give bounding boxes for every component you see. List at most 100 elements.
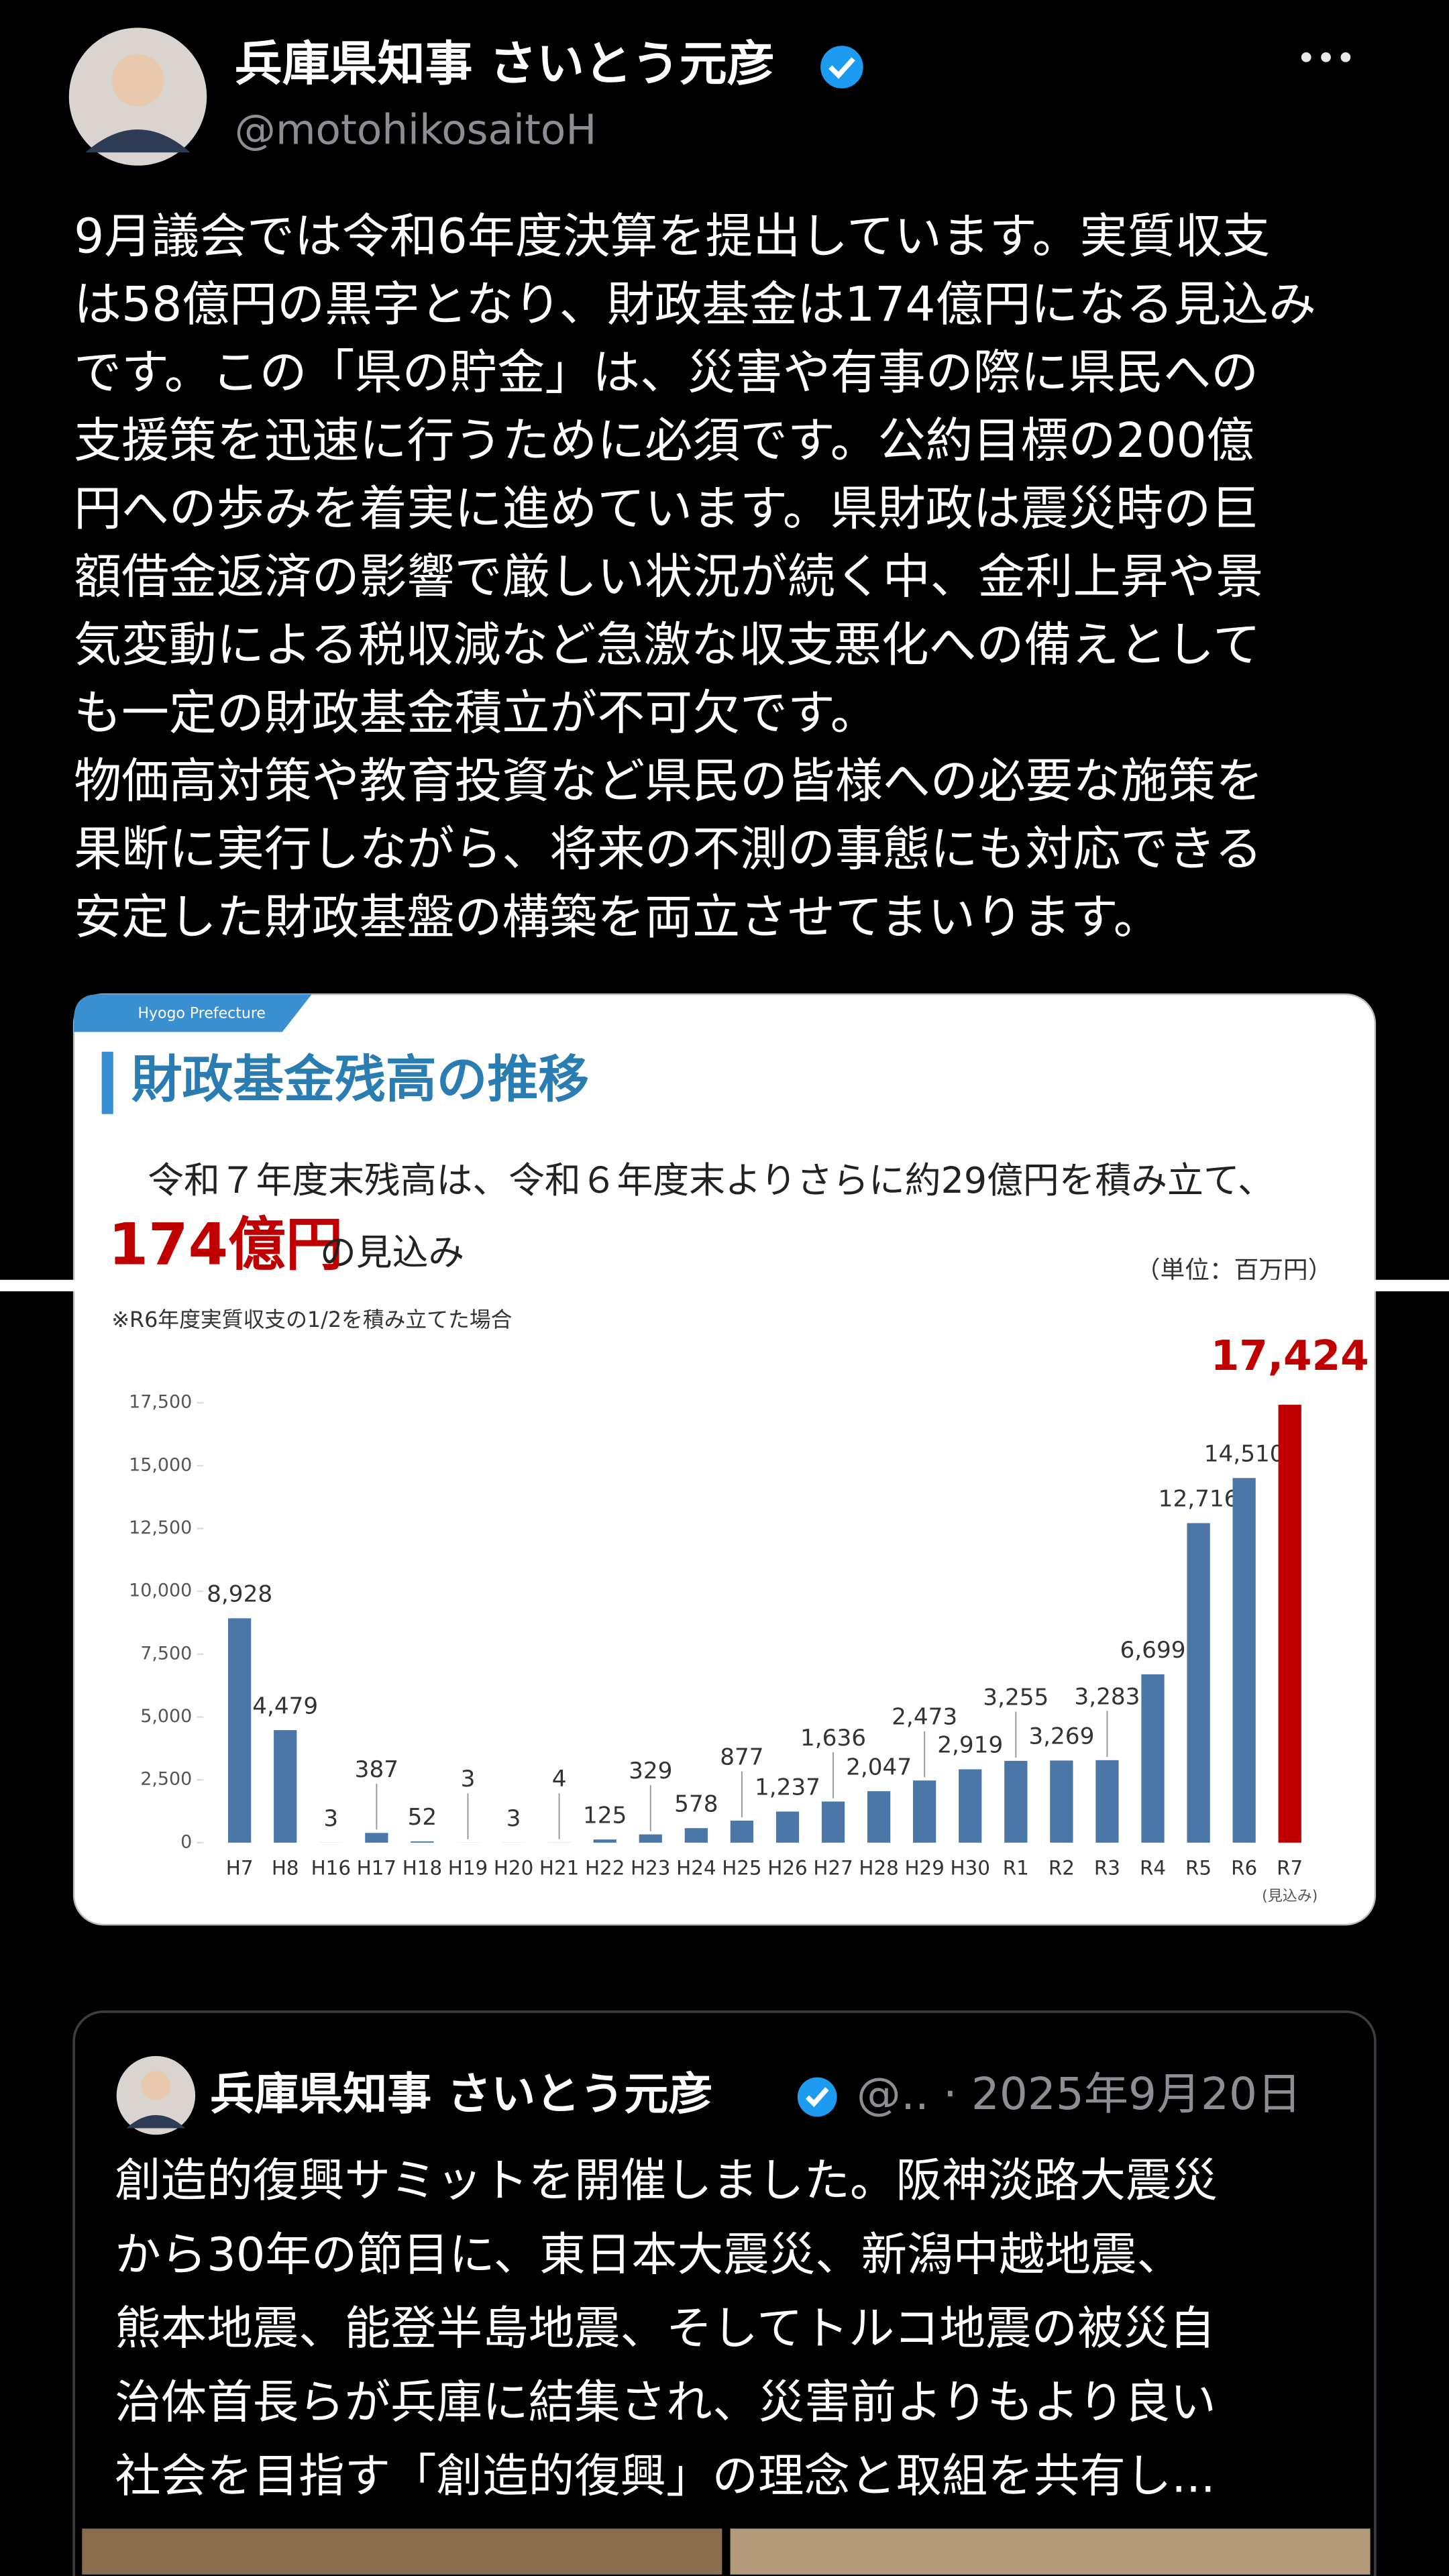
avatar-face bbox=[111, 54, 164, 107]
body-line: 物価高対策や教育投資など県民の皆様への必要な施策を bbox=[74, 753, 1263, 809]
bar bbox=[593, 1839, 616, 1843]
y-tick-label: 17,500 bbox=[129, 1392, 192, 1413]
body-line: 円への歩みを着実に進めています。県財政は震災時の巨 bbox=[74, 480, 1258, 536]
data-label: 578 bbox=[674, 1790, 718, 1817]
verified-check bbox=[828, 57, 855, 79]
bar bbox=[639, 1834, 662, 1843]
user-name[interactable]: 兵庫県知事 さいとう元彦 bbox=[235, 36, 775, 92]
quote-line: から30年の節目に、東日本大震災、新潟中越地震、 bbox=[115, 2228, 1183, 2282]
data-label: 3,283 bbox=[1074, 1683, 1140, 1710]
x-tick-label: H8 bbox=[272, 1856, 299, 1879]
x-tick-label: H25 bbox=[722, 1856, 761, 1879]
x-tick-label: H19 bbox=[448, 1856, 488, 1879]
bar bbox=[684, 1828, 708, 1843]
x-tick-label: H24 bbox=[676, 1856, 716, 1879]
headline-suffix: の見込み bbox=[320, 1232, 464, 1274]
y-tick-label: 12,500 bbox=[129, 1517, 192, 1538]
headline: 174億円 bbox=[108, 1212, 343, 1279]
quote-line: 治体首長らが兵庫に結集され、災害前よりもより良い bbox=[115, 2375, 1216, 2429]
data-label: 4 bbox=[552, 1766, 567, 1792]
x-tick-label: H16 bbox=[311, 1856, 351, 1879]
bar bbox=[228, 1618, 252, 1843]
quote-body: 創造的復興サミットを開催しました。阪神淡路大震災から30年の節目に、東日本大震災… bbox=[115, 2154, 1218, 2503]
quote-avatar-suit bbox=[126, 2114, 186, 2129]
bar bbox=[1050, 1760, 1073, 1843]
bar bbox=[821, 1801, 845, 1843]
title-bar bbox=[101, 1051, 113, 1114]
quote-handle-date: @.. · 2025年9月20日 bbox=[857, 2068, 1301, 2120]
bar bbox=[1004, 1760, 1028, 1843]
data-label: 8,928 bbox=[207, 1581, 272, 1608]
tweet-body: 9月議会では令和6年度決算を提出しています。実質収支は58億円の黒字となり、財政… bbox=[74, 208, 1316, 945]
x-tick-label: R4 bbox=[1140, 1856, 1166, 1879]
bar bbox=[730, 1820, 754, 1843]
x-tick-label: H27 bbox=[813, 1856, 853, 1879]
data-label: 3,255 bbox=[983, 1684, 1049, 1711]
x-tick-label: H30 bbox=[951, 1856, 990, 1879]
data-label: 2,473 bbox=[892, 1704, 957, 1731]
y-tick-label: 15,000 bbox=[129, 1454, 192, 1475]
body-line: 安定した財政基盤の構築を両立させてまいります。 bbox=[74, 890, 1161, 945]
quote-line: 熊本地震、能登半島地震、そしてトルコ地震の被災自 bbox=[115, 2302, 1215, 2355]
bar bbox=[1232, 1478, 1256, 1843]
body-line: も一定の財政基金積立が不可欠です。 bbox=[74, 685, 878, 741]
data-label: 2,919 bbox=[937, 1732, 1003, 1759]
bar bbox=[411, 1841, 434, 1843]
y-tick-label: 7,500 bbox=[140, 1643, 192, 1664]
x-tick-label: H7 bbox=[226, 1856, 254, 1879]
quote-avatar-face bbox=[141, 2070, 171, 2100]
bar bbox=[959, 1769, 982, 1843]
x-tick-label: H17 bbox=[357, 1856, 396, 1879]
quote-photo-right bbox=[730, 2528, 1371, 2575]
avatar-suit bbox=[85, 129, 191, 153]
x-tick-label: H23 bbox=[631, 1856, 670, 1879]
quote-card[interactable] bbox=[72, 2010, 1377, 2576]
chart-title: 財政基金残高の推移 bbox=[131, 1050, 589, 1109]
data-label: 877 bbox=[720, 1744, 763, 1771]
body-line: です。この「県の貯金」は、災害や有事の際に県民への bbox=[74, 344, 1258, 400]
x-tick-label: H18 bbox=[402, 1856, 442, 1879]
bar bbox=[1095, 1760, 1119, 1843]
tag-banner bbox=[74, 994, 312, 1032]
stitch-gap bbox=[0, 1279, 1449, 1291]
quote-check bbox=[805, 2087, 829, 2108]
body-line: は58億円の黒字となり、財政基金は174億円になる見込み bbox=[74, 276, 1316, 332]
data-label: 125 bbox=[583, 1802, 627, 1829]
data-label: 17,424 bbox=[1211, 1332, 1369, 1380]
data-label: 329 bbox=[629, 1758, 672, 1784]
x-tick-label: R2 bbox=[1049, 1856, 1075, 1879]
data-label: 3 bbox=[323, 1805, 338, 1832]
bar bbox=[913, 1780, 936, 1843]
data-label: 3,269 bbox=[1028, 1723, 1094, 1750]
more-button[interactable] bbox=[1301, 52, 1351, 62]
x-tick-label: H29 bbox=[904, 1856, 944, 1879]
x-tick-label: H26 bbox=[767, 1856, 807, 1879]
y-tick-label: 5,000 bbox=[140, 1706, 192, 1727]
x-tick-label: R5 bbox=[1185, 1856, 1212, 1879]
body-line: 気変動による税収減など急激な収支悪化への備えとして bbox=[74, 617, 1260, 673]
x-tick-label: H22 bbox=[585, 1856, 625, 1879]
data-label: 4,479 bbox=[252, 1693, 318, 1719]
bar bbox=[365, 1833, 388, 1843]
chart-card[interactable] bbox=[72, 993, 1377, 1926]
y-tick-label: 10,000 bbox=[129, 1580, 192, 1601]
bar bbox=[1187, 1523, 1210, 1843]
x-tick-label: H20 bbox=[494, 1856, 533, 1879]
data-label: 52 bbox=[408, 1804, 437, 1831]
x-tick-label: R7 bbox=[1277, 1856, 1303, 1879]
bar bbox=[274, 1730, 297, 1843]
bar bbox=[775, 1811, 800, 1843]
y-tick-label: 0 bbox=[180, 1831, 192, 1852]
chart-subtitle: 令和７年度末残高は、令和６年度末よりさらに約29億円を積み立て、 bbox=[148, 1159, 1274, 1201]
body-line: 9月議会では令和6年度決算を提出しています。実質収支 bbox=[74, 208, 1270, 264]
data-label: 14,510 bbox=[1204, 1440, 1285, 1467]
user-handle[interactable]: @motohikosaitoH bbox=[235, 106, 597, 154]
data-label: 387 bbox=[355, 1756, 398, 1783]
y-tick-label: 2,500 bbox=[140, 1769, 192, 1790]
x-tick-label: R3 bbox=[1094, 1856, 1120, 1879]
x-tick-label: H28 bbox=[859, 1856, 898, 1879]
data-label: 3 bbox=[506, 1805, 521, 1832]
bar bbox=[867, 1791, 891, 1843]
